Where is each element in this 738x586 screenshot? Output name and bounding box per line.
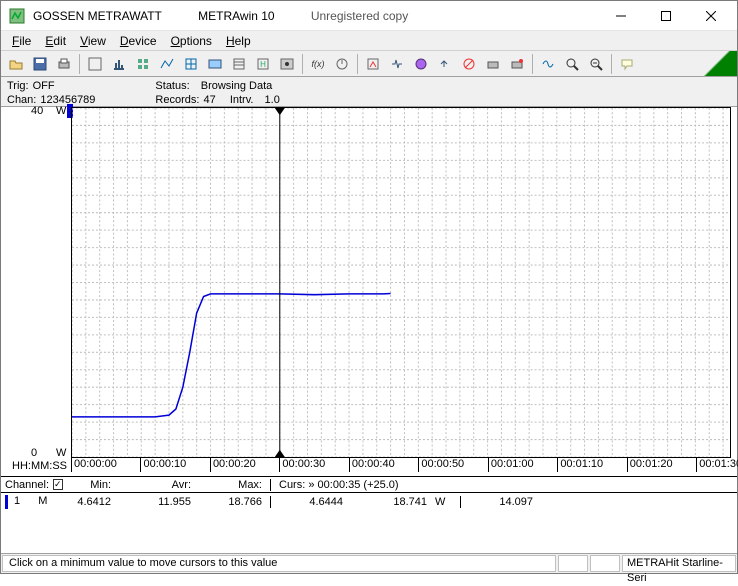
menu-bar: File Edit View Device Options Help xyxy=(1,31,737,51)
tb-icon[interactable] xyxy=(482,53,504,75)
intrv-value: 1.0 xyxy=(265,93,280,107)
x-tick-label: 00:01:30 xyxy=(699,458,738,470)
app-icon xyxy=(9,8,25,24)
x-axis: HH:MM:SS 00:00:00 00:00:10 00:00:20 00:00:3… xyxy=(1,458,737,476)
th-channel: Channel: xyxy=(5,479,49,491)
x-tick-label: 00:01:20 xyxy=(630,458,673,470)
x-tick-label: 00:00:10 xyxy=(143,458,186,470)
tb-icon[interactable]: f(x) xyxy=(307,53,329,75)
th-cursor: Curs: » 00:00:35 (+25.0) xyxy=(271,479,737,491)
close-button[interactable] xyxy=(688,2,733,30)
minimize-button[interactable] xyxy=(598,2,643,30)
row-max: 18.766 xyxy=(199,496,271,508)
tb-icon[interactable] xyxy=(331,53,353,75)
x-tick-label: 00:00:40 xyxy=(352,458,395,470)
tb-comment-icon[interactable] xyxy=(616,53,638,75)
row-extra: 14.097 xyxy=(461,496,541,508)
title-product: METRAwin 10 xyxy=(198,9,274,23)
trig-label: Trig: xyxy=(7,79,29,93)
menu-options[interactable]: Options xyxy=(164,32,219,50)
y-axis-gutter: 40 W 0 W xyxy=(1,107,71,458)
tb-zoom-icon[interactable] xyxy=(561,53,583,75)
tb-icon[interactable]: H xyxy=(252,53,274,75)
th-avr: Avr: xyxy=(119,479,199,491)
records-label: Records: xyxy=(155,93,199,107)
tb-save-icon[interactable] xyxy=(29,53,51,75)
series-color-icon xyxy=(5,495,8,509)
channel-data-table: Channel:✓ Min: Avr: Max: Curs: » 00:00:3… xyxy=(1,476,737,553)
tb-icon[interactable] xyxy=(537,53,559,75)
table-row[interactable]: 1 M 4.6412 11.955 18.766 4.6444 18.741 W… xyxy=(1,493,737,511)
tb-icon[interactable] xyxy=(204,53,226,75)
tb-icon[interactable] xyxy=(108,53,130,75)
row-unit: W xyxy=(431,496,461,508)
x-axis-format-label: HH:MM:SS xyxy=(12,460,67,472)
intrv-label: Intrv. xyxy=(230,93,254,107)
row-avr: 11.955 xyxy=(119,496,199,508)
status-device: METRAHit Starline-Seri xyxy=(622,555,736,572)
tb-icon[interactable] xyxy=(410,53,432,75)
toolbar-grip-icon xyxy=(697,51,737,76)
x-tick-label: 00:01:00 xyxy=(491,458,534,470)
tb-icon[interactable] xyxy=(180,53,202,75)
maximize-button[interactable] xyxy=(643,2,688,30)
tb-icon[interactable] xyxy=(362,53,384,75)
toolbar: H f(x) xyxy=(1,51,737,77)
menu-edit[interactable]: Edit xyxy=(38,32,73,50)
chart-area: 40 W 0 W HH:MM:SS 00:00:00 00:00:10 00:00:… xyxy=(1,107,737,476)
tb-icon[interactable] xyxy=(434,53,456,75)
th-min: Min: xyxy=(55,479,119,491)
svg-text:f(x): f(x) xyxy=(312,59,325,69)
menu-help[interactable]: Help xyxy=(219,32,258,50)
tb-icon[interactable] xyxy=(228,53,250,75)
row-cursor-max: 18.741 xyxy=(351,496,431,508)
menu-device[interactable]: Device xyxy=(113,32,164,50)
tb-icon[interactable] xyxy=(156,53,178,75)
chart-plot[interactable] xyxy=(71,107,731,458)
x-tick-label: 00:01:10 xyxy=(560,458,603,470)
y-unit-top: W xyxy=(56,105,66,117)
x-tick-label: 00:00:50 xyxy=(421,458,464,470)
row-mode: M xyxy=(38,495,47,509)
tb-icon[interactable] xyxy=(386,53,408,75)
x-tick-label: 00:00:20 xyxy=(213,458,256,470)
x-tick-label: 00:00:00 xyxy=(74,458,117,470)
x-tick-label: 00:00:30 xyxy=(282,458,325,470)
status-value: Browsing Data xyxy=(201,79,273,93)
tb-icon[interactable] xyxy=(132,53,154,75)
status-cell xyxy=(558,555,588,572)
tb-icon[interactable] xyxy=(84,53,106,75)
trig-value: OFF xyxy=(33,79,55,93)
svg-text:H: H xyxy=(260,60,266,69)
tb-icon[interactable] xyxy=(276,53,298,75)
status-hint: Click on a minimum value to move cursors… xyxy=(2,555,556,572)
tb-zoom-fit-icon[interactable] xyxy=(585,53,607,75)
tb-icon[interactable] xyxy=(458,53,480,75)
tb-print-icon[interactable] xyxy=(53,53,75,75)
status-label: Status: xyxy=(155,79,189,93)
row-cursor-val: 4.6444 xyxy=(271,496,351,508)
status-cell xyxy=(590,555,620,572)
title-bar: GOSSEN METRAWATT METRAwin 10 Unregistere… xyxy=(1,1,737,31)
records-value: 47 xyxy=(203,93,215,107)
tb-icon[interactable] xyxy=(506,53,528,75)
th-max: Max: xyxy=(199,479,271,491)
status-bar: Click on a minimum value to move cursors… xyxy=(1,553,737,573)
info-bar: Trig:OFF Chan:123456789 Status: Browsing… xyxy=(1,77,737,107)
y-max-label: 40 xyxy=(31,105,43,117)
row-min[interactable]: 4.6412 xyxy=(55,496,119,508)
title-vendor: GOSSEN METRAWATT xyxy=(33,9,162,23)
row-idx: 1 xyxy=(14,495,20,509)
menu-file[interactable]: File xyxy=(5,32,38,50)
tb-open-icon[interactable] xyxy=(5,53,27,75)
menu-view[interactable]: View xyxy=(73,32,113,50)
title-license: Unregistered copy xyxy=(311,9,408,23)
